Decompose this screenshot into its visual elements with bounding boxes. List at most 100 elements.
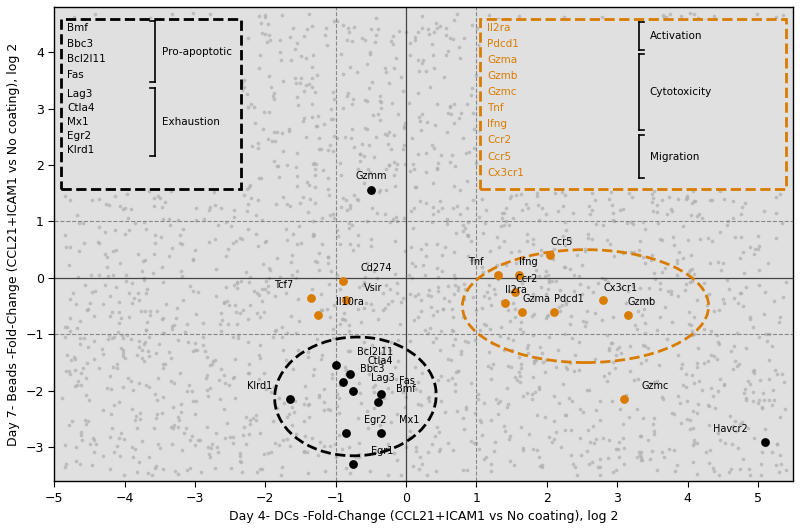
Point [650,151,663,160]
Point [618,395,630,403]
Point [558,157,570,165]
Point [434,22,447,31]
Point [302,10,315,18]
Point [634,237,646,246]
Point [759,329,772,338]
Point [475,431,488,439]
Point [461,466,474,475]
Point [649,90,662,99]
Point [413,112,426,121]
Point [312,311,325,319]
Point [68,23,81,32]
Point [439,31,452,40]
Point [555,187,568,196]
Point [568,115,581,123]
Point [498,237,510,245]
Point [118,204,131,213]
Point [351,240,364,249]
Point [725,464,738,473]
Point [135,437,148,446]
Point [239,412,252,421]
Point [172,470,185,478]
Point [714,117,726,125]
Point [74,119,86,128]
Point [114,452,126,460]
Point [342,427,355,436]
Point [506,17,519,25]
Point [646,27,659,36]
Point [422,286,435,295]
Point [333,431,346,439]
Point [66,417,78,425]
Point [62,27,74,36]
Point [614,206,626,215]
Point [343,63,356,72]
Point [330,402,343,411]
Point [526,240,539,248]
Point [410,443,422,451]
Point [86,434,99,443]
Point [705,196,718,204]
Point [291,101,304,109]
Point [536,204,549,212]
Point [446,34,459,43]
Point [456,466,469,474]
Point [585,90,598,99]
Point [537,165,550,173]
Point [125,377,138,385]
Point [238,75,250,84]
Point [252,291,265,299]
Point [531,61,544,69]
Point [654,78,666,87]
Point [181,465,194,474]
Point [560,365,573,374]
Point [307,217,320,226]
Point [166,22,179,31]
Point [365,186,378,195]
Point [227,432,240,441]
Point [426,179,439,188]
Point [485,364,498,373]
Point [374,116,386,124]
Point [165,354,178,363]
Point [567,208,580,217]
Point [636,341,649,350]
Point [726,365,739,373]
Point [648,430,661,438]
Point [634,456,647,464]
Point [532,201,545,210]
Point [86,107,99,116]
Point [113,151,126,160]
Point [674,399,687,407]
Point [637,414,650,422]
Point [221,144,234,153]
Point [394,319,406,328]
Point [536,461,549,469]
Point [371,398,384,407]
Point [103,372,116,380]
Text: Exhaustion: Exhaustion [162,117,219,127]
Point [97,299,110,308]
Point [413,67,426,76]
Point [305,294,318,302]
Point [505,248,518,257]
Point [633,84,646,93]
Point [458,337,471,345]
Point [522,59,535,68]
Point [285,312,298,320]
Point [62,89,75,97]
Point [97,452,110,461]
Point [214,319,226,328]
Point [734,163,747,171]
Point [197,332,210,341]
Point [529,356,542,365]
Point [262,287,274,296]
Point [100,133,113,142]
Point [142,91,154,99]
Point [508,284,521,292]
Point [64,196,77,204]
Point [581,447,594,456]
Point [770,370,783,378]
Point [239,268,252,276]
Point [446,304,458,313]
